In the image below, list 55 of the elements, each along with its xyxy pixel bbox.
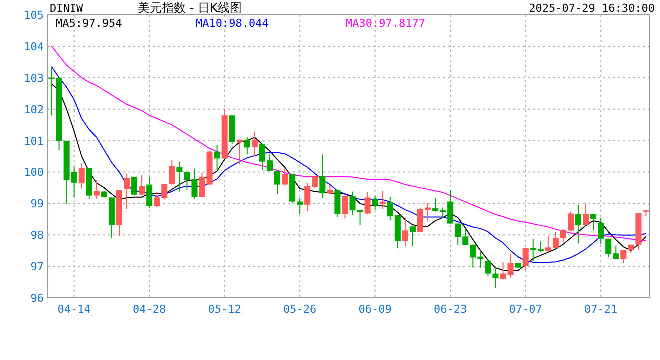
candlestick — [146, 177, 153, 209]
x-tick-label: 05-12 — [208, 303, 242, 316]
y-tick-label: 99 — [30, 198, 44, 211]
y-tick-label: 97 — [30, 260, 44, 274]
candlestick — [380, 190, 386, 210]
x-tick-label: 07-07 — [509, 303, 542, 316]
text: MA10:98.044 — [196, 17, 270, 30]
x-tick-label: 06-23 — [434, 303, 468, 316]
candlestick — [214, 144, 220, 171]
candlestick — [94, 180, 100, 200]
candlestick — [320, 154, 326, 199]
candlestick — [364, 192, 371, 215]
candlestick — [402, 217, 408, 248]
candlestick — [620, 250, 627, 264]
candlestick — [78, 162, 85, 190]
candlestick — [282, 168, 288, 186]
candlestick — [492, 268, 499, 288]
candlestick — [176, 161, 183, 192]
candlestick — [169, 159, 176, 186]
x-tick-label: 06-09 — [358, 303, 392, 316]
candlestick — [372, 196, 378, 210]
x-tick-label: 04-28 — [133, 303, 166, 316]
text: MA30:97.8177 — [346, 17, 426, 30]
chart-title: 美元指数 - 日K线图 — [138, 1, 242, 15]
candlestick — [327, 184, 334, 195]
text: MA5:97.954 — [56, 17, 123, 30]
x-tick-label: 05-26 — [284, 303, 317, 316]
y-tick-label: 100 — [24, 166, 44, 180]
candlestick — [410, 226, 416, 248]
candlestick — [124, 174, 130, 210]
candlestick — [139, 174, 146, 196]
candlestick — [342, 196, 348, 219]
candlestick — [598, 218, 604, 245]
x-tick-label: 04-14 — [58, 303, 92, 316]
candlestick — [244, 137, 250, 156]
y-tick-label: 103 — [24, 72, 44, 85]
candlestick — [583, 203, 590, 226]
candlestick — [236, 139, 243, 166]
candlestick — [252, 131, 258, 157]
y-tick-label: 96 — [30, 292, 44, 305]
candlestick — [274, 170, 281, 195]
candlestick — [132, 176, 138, 196]
y-tick-label: 102 — [24, 103, 44, 116]
text: DINIW — [50, 2, 84, 15]
candlestick — [590, 214, 597, 232]
candlestick — [576, 204, 582, 244]
text: 2025-07-29 16:30:00 — [529, 2, 655, 15]
y-tick-label: 98 — [30, 229, 44, 242]
x-tick-label: 07-21 — [584, 303, 618, 316]
candlestick — [297, 198, 304, 215]
candlestick — [485, 260, 492, 277]
y-tick-label: 104 — [24, 40, 44, 54]
y-tick-label: 105 — [24, 9, 44, 22]
candlestick — [522, 248, 529, 271]
y-tick-label: 101 — [24, 134, 44, 148]
